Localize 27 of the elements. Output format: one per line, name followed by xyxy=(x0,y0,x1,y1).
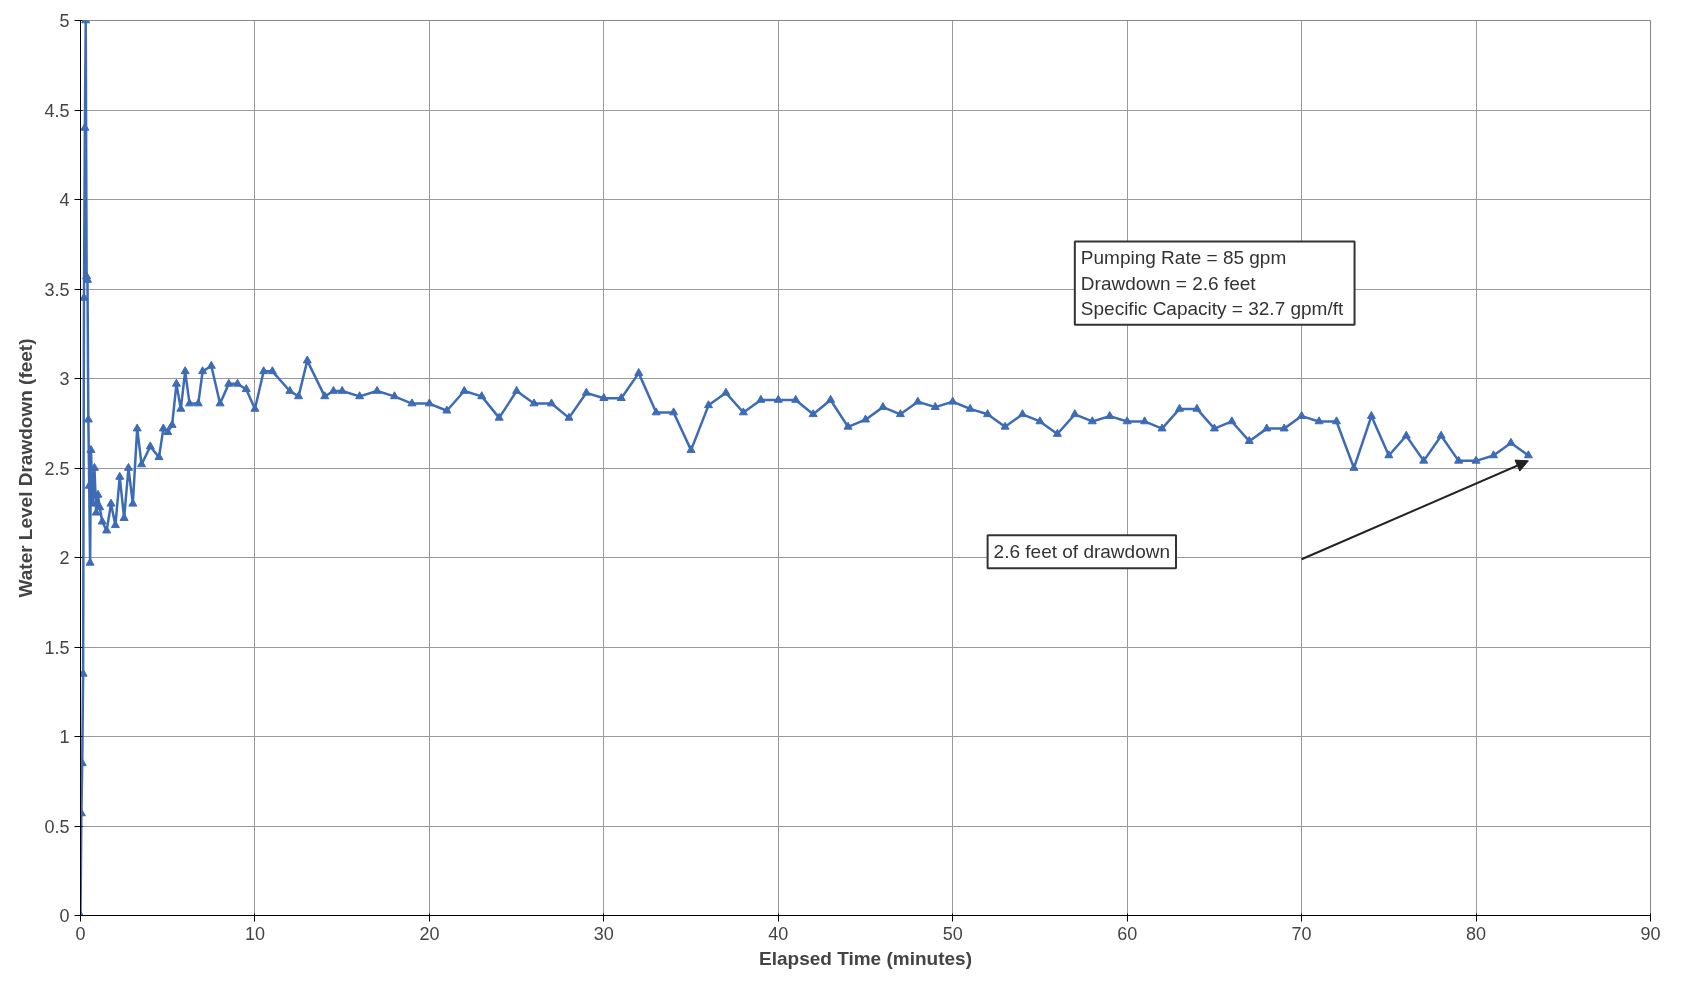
annotation: Specific Capacity = 32.7 gpm/ft xyxy=(1080,297,1344,319)
x-tick-label: 50 xyxy=(942,923,963,944)
annotation: Pumping Rate = 85 gpm xyxy=(1080,247,1287,269)
y-tick-label: 3 xyxy=(59,369,70,389)
x-tick-label: 60 xyxy=(1117,923,1138,944)
x-tick-label: 90 xyxy=(1640,923,1661,944)
x-tick-label: 0 xyxy=(75,923,86,944)
x-tick-label: 10 xyxy=(244,923,265,944)
x-tick-label: 70 xyxy=(1291,923,1312,944)
y-tick-label: 4 xyxy=(59,190,70,210)
y-tick-label: 2.5 xyxy=(44,458,70,479)
y-tick-label: 0.5 xyxy=(44,816,70,837)
x-axis-title: Elapsed Time (minutes) xyxy=(759,947,972,969)
x-tick-label: 30 xyxy=(593,923,614,944)
y-tick-label: 4.5 xyxy=(44,100,70,121)
y-tick-label: 5 xyxy=(59,11,70,31)
x-tick-label: 80 xyxy=(1466,923,1487,944)
annotation: Drawdown = 2.6 feet xyxy=(1080,272,1257,294)
y-axis-title: Water Level Drawdown (feet) xyxy=(15,338,37,598)
x-tick-label: 40 xyxy=(768,923,789,944)
y-tick-label: 2 xyxy=(59,548,70,568)
y-tick-label: 0 xyxy=(59,906,70,926)
y-tick-label: 1 xyxy=(59,727,70,747)
annotation: 2.6 feet of drawdown xyxy=(993,541,1170,563)
x-tick-label: 20 xyxy=(419,923,440,944)
y-tick-label: 3.5 xyxy=(44,279,70,300)
y-tick-label: 1.5 xyxy=(44,637,70,658)
